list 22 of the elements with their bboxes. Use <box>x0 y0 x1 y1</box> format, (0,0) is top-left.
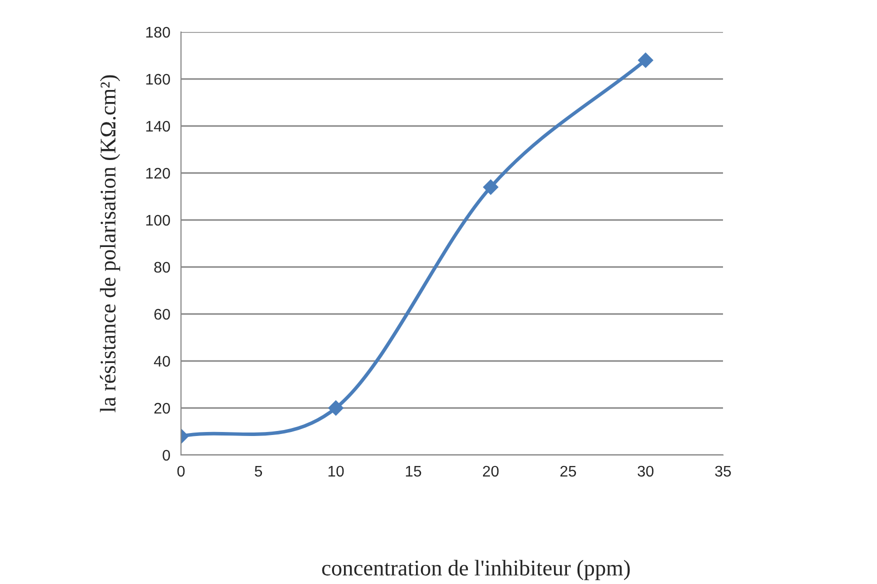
x-tick-label: 5 <box>254 466 262 477</box>
y-tick-label: 140 <box>146 120 170 132</box>
x-tick-label: 20 <box>482 466 499 477</box>
point <box>483 180 498 195</box>
y-axis-title: la résistance de polarisation (KΩ.cm²) <box>100 75 120 412</box>
y-tick-label: 0 <box>162 450 170 461</box>
y-tick-label: 20 <box>154 402 170 414</box>
y-tick-label: 160 <box>146 74 170 85</box>
y-tick-label: 80 <box>154 262 170 273</box>
x-tick-label: 10 <box>328 466 344 477</box>
y-tick-label: 40 <box>154 356 170 367</box>
x-tick-label: 35 <box>715 466 731 477</box>
x-tick-label: 25 <box>560 466 576 477</box>
x-tick-label: 30 <box>638 466 654 477</box>
y-tick-label: 120 <box>146 168 170 179</box>
y-tick-label: 100 <box>146 214 170 226</box>
x-axis-title: concentration de l'inhibiteur (ppm) <box>322 560 630 580</box>
y-tick-label: 60 <box>154 308 170 320</box>
point <box>638 52 654 68</box>
x-tick-label: 0 <box>177 466 185 477</box>
y-tick-label: 180 <box>146 26 170 38</box>
x-tick-label: 15 <box>406 466 422 477</box>
